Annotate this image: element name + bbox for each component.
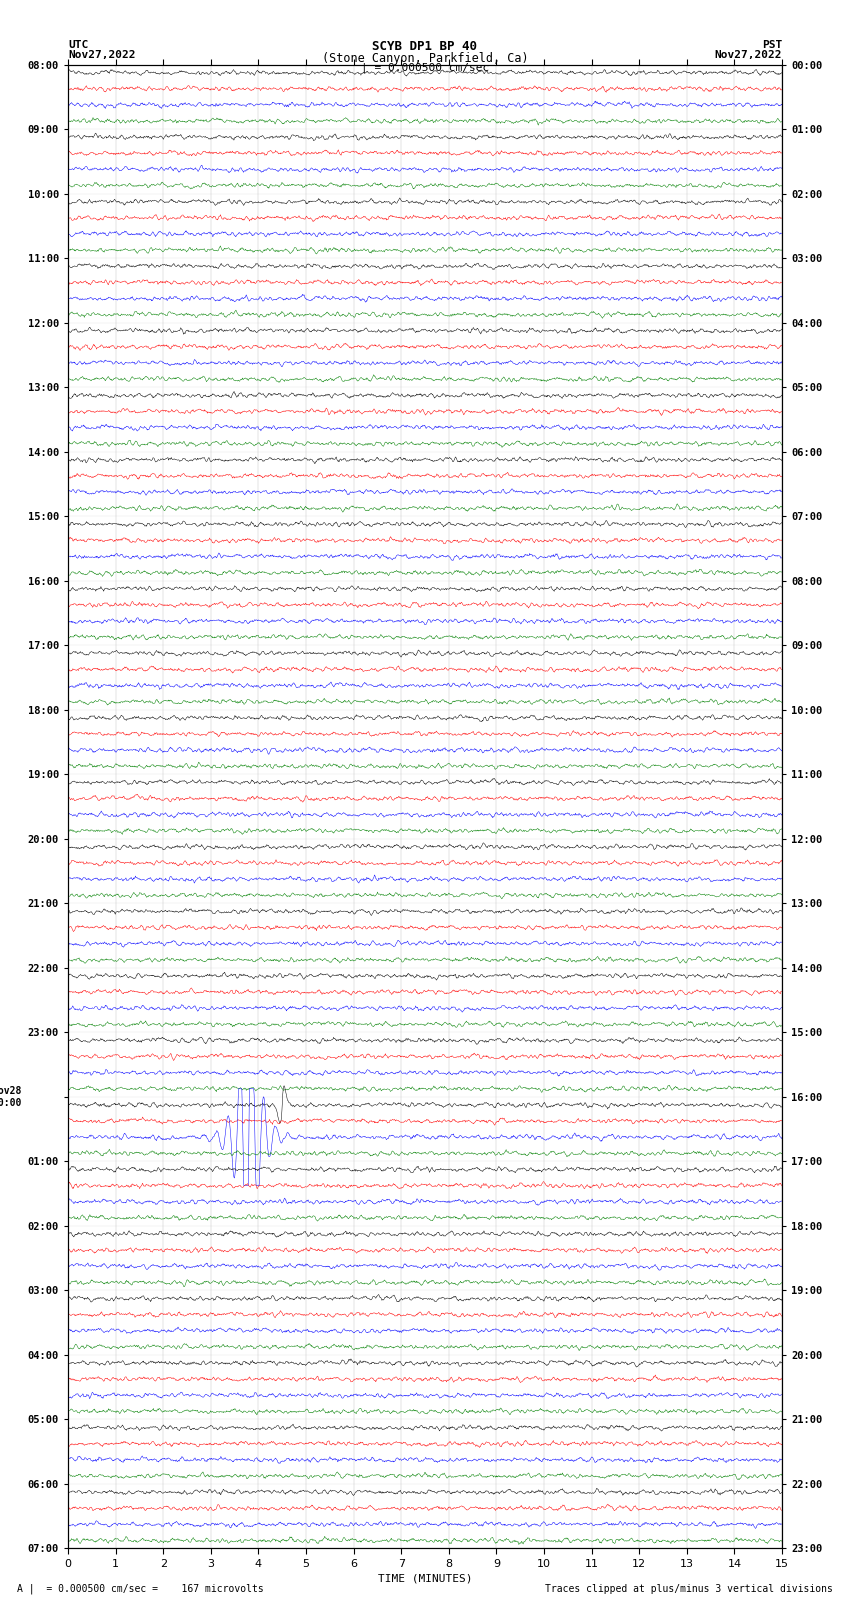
Text: UTC: UTC [68, 40, 88, 50]
Text: Traces clipped at plus/minus 3 vertical divisions: Traces clipped at plus/minus 3 vertical … [545, 1584, 833, 1594]
Text: PST: PST [762, 40, 782, 50]
Text: SCYB DP1 BP 40: SCYB DP1 BP 40 [372, 40, 478, 53]
Text: Nov28
00:00: Nov28 00:00 [0, 1086, 21, 1108]
Text: A |  = 0.000500 cm/sec =    167 microvolts: A | = 0.000500 cm/sec = 167 microvolts [17, 1582, 264, 1594]
Text: Nov27,2022: Nov27,2022 [68, 50, 135, 60]
X-axis label: TIME (MINUTES): TIME (MINUTES) [377, 1573, 473, 1582]
Text: | = 0.000500 cm/sec: | = 0.000500 cm/sec [361, 63, 489, 74]
Text: (Stone Canyon, Parkfield, Ca): (Stone Canyon, Parkfield, Ca) [321, 52, 529, 65]
Text: Nov27,2022: Nov27,2022 [715, 50, 782, 60]
